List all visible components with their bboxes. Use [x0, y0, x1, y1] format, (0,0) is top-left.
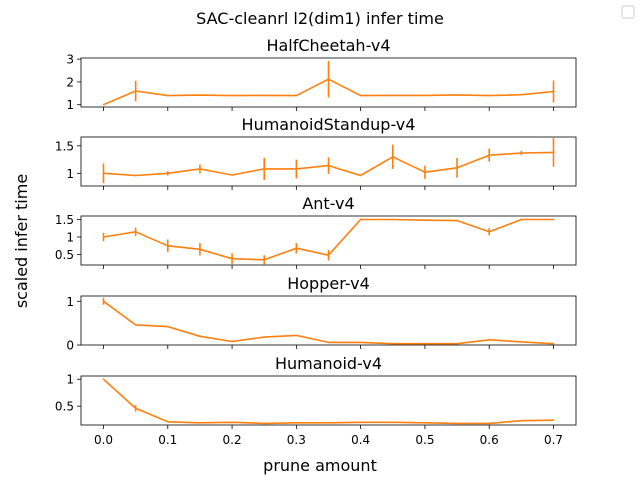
subplot-title: Hopper-v4	[287, 274, 370, 293]
subplot-title: Humanoid-v4	[275, 354, 382, 373]
y-tick-label: 3	[66, 53, 74, 67]
y-tick-label: 0	[66, 339, 74, 353]
figure-suptitle: SAC-cleanrl l2(dim1) infer time	[196, 9, 444, 28]
panels: HalfCheetah-v4123HumanoidStandup-v411.5A…	[55, 36, 577, 447]
x-tick-label: 0.2	[223, 433, 242, 447]
y-tick-label: 1	[66, 295, 74, 309]
x-tick-label: 0.3	[287, 433, 306, 447]
subplot: HalfCheetah-v4 1 2 3	[66, 36, 577, 112]
y-tick-label: 1.5	[55, 213, 74, 227]
subplot: HumanoidStandup-v4 1 1.5	[55, 115, 577, 190]
subplot: Humanoid-v4 0.5 1 0.0 0.1 0.2 0.3 0.4 0.5 0.6 0.7	[55, 354, 577, 447]
axes-frame	[80, 57, 577, 108]
y-tick-label: 0.5	[55, 400, 74, 414]
y-tick-label: 1	[66, 167, 74, 181]
y-tick-label: 2	[66, 75, 74, 89]
y-tick-label: 1	[66, 98, 74, 112]
x-tick-label: 0.5	[415, 433, 434, 447]
x-tick-label: 0.7	[544, 433, 563, 447]
legend-box	[621, 5, 635, 19]
subplot-title: Ant-v4	[302, 194, 354, 213]
x-tick-label: 0.6	[480, 433, 499, 447]
x-tick-label: 0.1	[158, 433, 177, 447]
figure-xlabel: prune amount	[263, 456, 377, 475]
y-tick-label: 1	[66, 373, 74, 387]
axes-frame	[80, 375, 577, 426]
axes-frame	[80, 136, 577, 187]
axes-frame	[80, 295, 577, 346]
subplot: Hopper-v4 0 1	[66, 274, 577, 353]
y-tick-label: 0.5	[55, 248, 74, 262]
subplot: Ant-v4 0.5 1 1.5	[55, 194, 577, 269]
x-tick-label: 0.0	[94, 433, 113, 447]
subplot-title: HalfCheetah-v4	[266, 36, 390, 55]
y-tick-label: 1	[66, 231, 74, 245]
subplot-title: HumanoidStandup-v4	[242, 115, 416, 134]
x-tick-label: 0.4	[351, 433, 370, 447]
figure-ylabel: scaled infer time	[12, 174, 31, 308]
axes-frame	[80, 215, 577, 266]
y-tick-label: 1.5	[55, 139, 74, 153]
